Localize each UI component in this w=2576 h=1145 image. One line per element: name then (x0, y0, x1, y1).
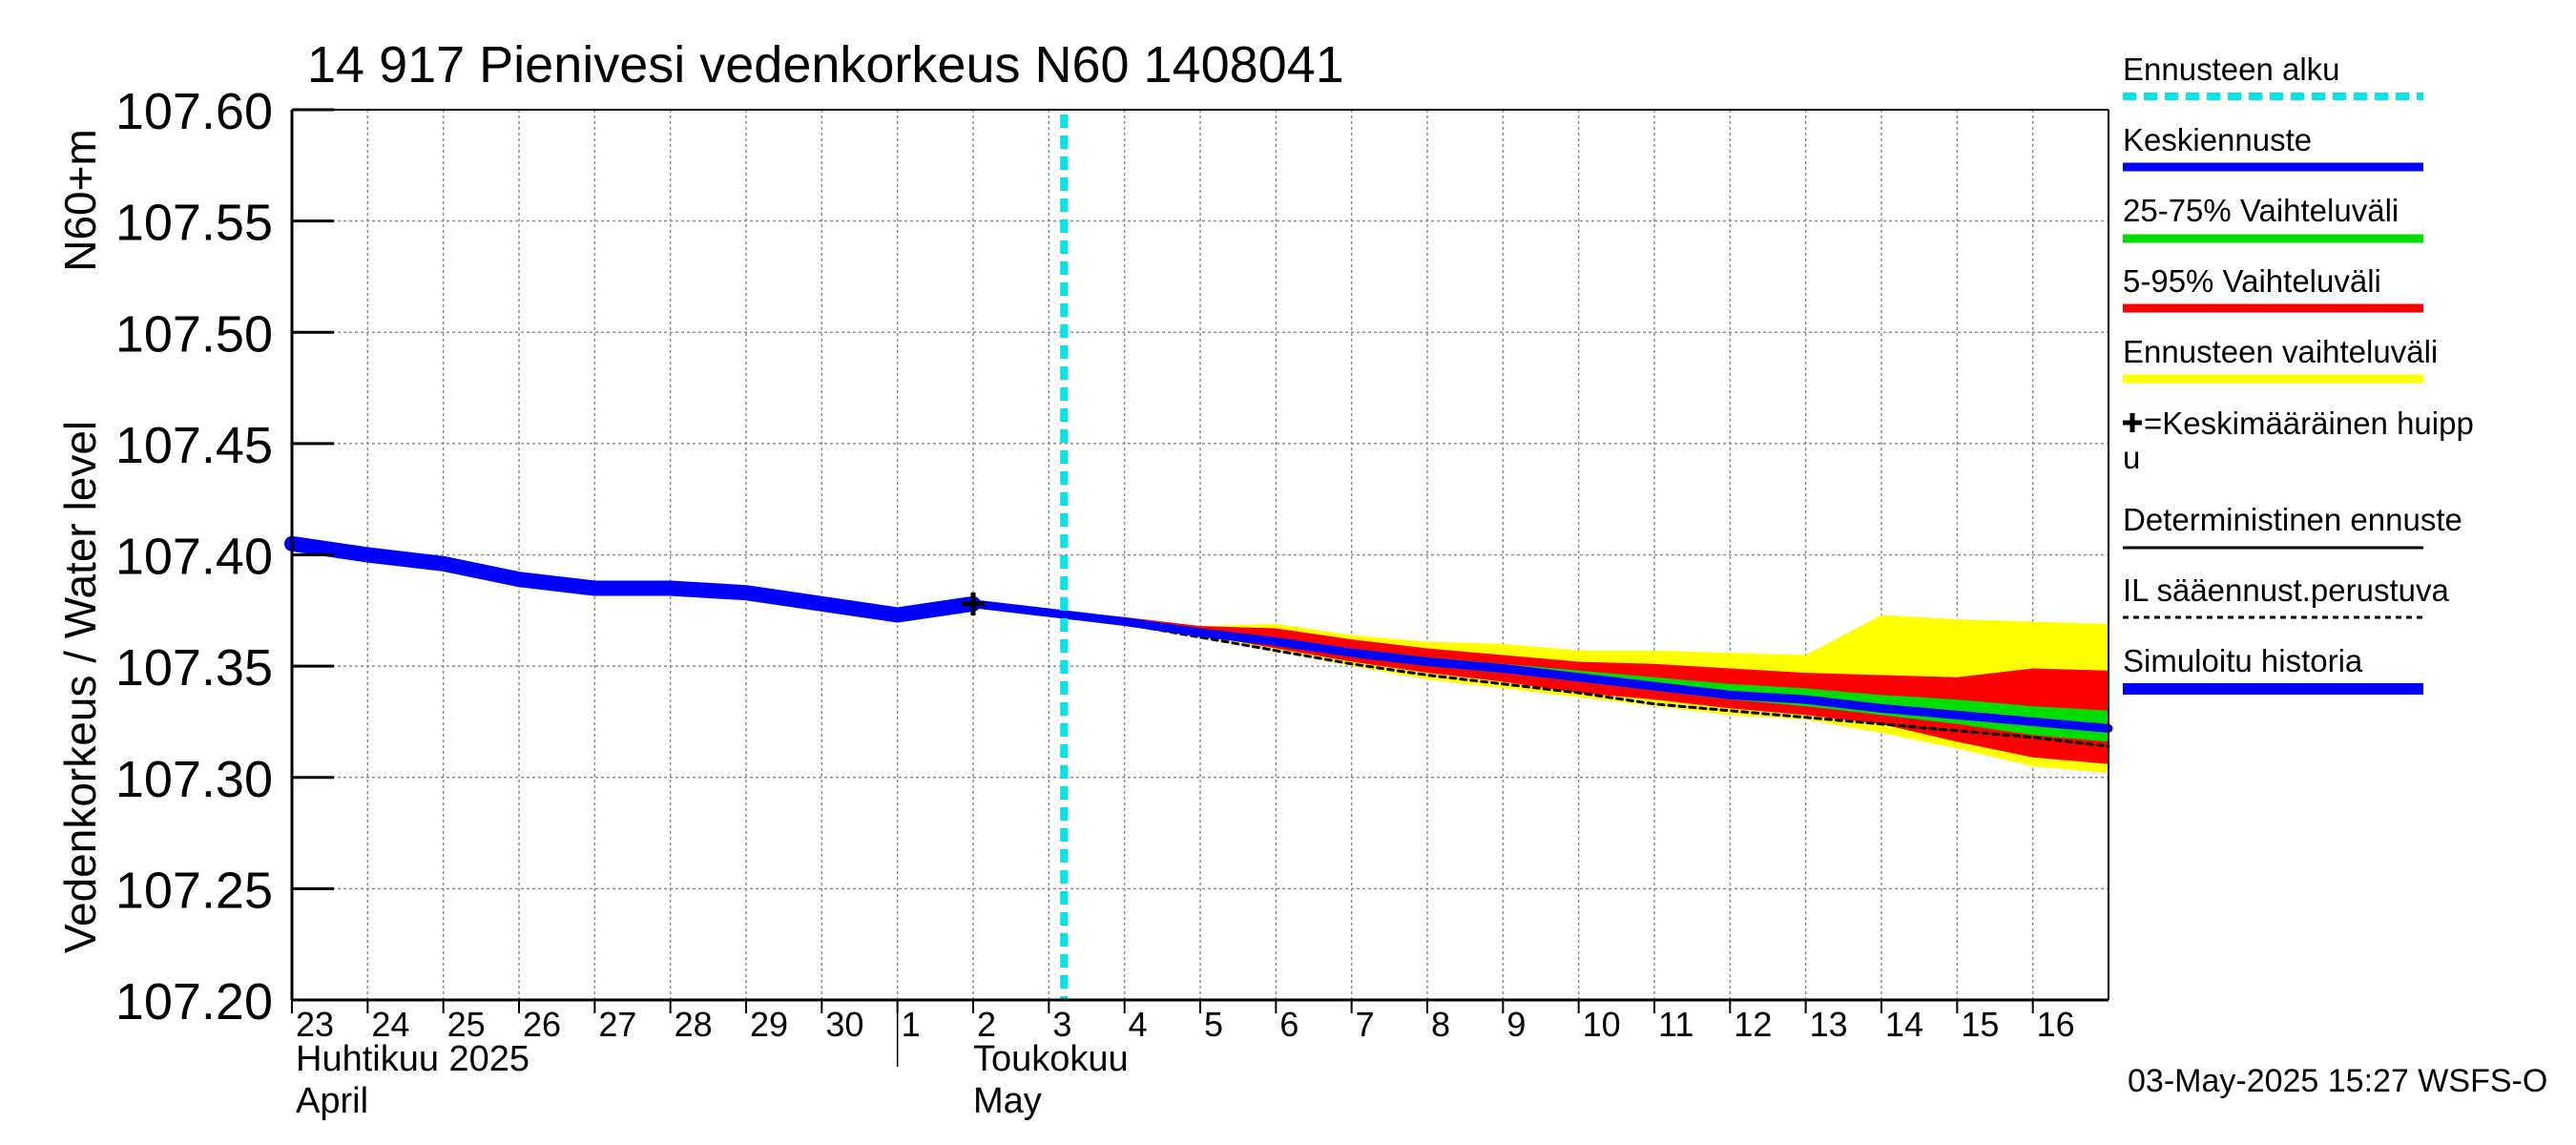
x-tick-label: 25 (447, 1005, 486, 1044)
legend-label-det: Deterministinen ennuste (2123, 502, 2462, 537)
x-tick-label: 11 (1658, 1005, 1693, 1044)
y-tick-label: 107.50 (115, 305, 273, 363)
forecast-lines (284, 114, 2113, 1000)
legend-label-start: Ennusteen alku (2123, 52, 2340, 87)
x-tick-label: 12 (1734, 1005, 1772, 1044)
y-tick-label: 107.45 (115, 417, 273, 474)
mean-forecast-line (968, 599, 2113, 733)
x-tick-label: 15 (1961, 1005, 1999, 1044)
x-tick-label: 28 (675, 1005, 713, 1044)
x-tick-label: 7 (1356, 1005, 1375, 1044)
y-tick-label: 107.30 (115, 751, 273, 808)
legend-label-b2575: 25-75% Vaihteluväli (2123, 193, 2399, 228)
y-axis-unit-label: N60+m (55, 129, 105, 272)
x-tick-label: 27 (598, 1005, 636, 1044)
x-tick-label: 2 (977, 1005, 996, 1044)
legend-label-hist: Simuloitu historia (2123, 643, 2363, 678)
y-tick-label: 107.35 (115, 639, 273, 697)
month-label-may-en: May (973, 1081, 1042, 1121)
x-tick-label: 10 (1583, 1005, 1621, 1044)
legend-label-peak: =Keskimääräinen huipp (2144, 406, 2474, 441)
y-tick-label: 107.40 (115, 529, 273, 586)
y-tick-label: 107.60 (115, 83, 273, 140)
x-tick-label: 16 (2037, 1005, 2075, 1044)
x-tick-label: 14 (1885, 1005, 1923, 1044)
peak-marker (962, 592, 985, 615)
x-tick-label: 9 (1506, 1005, 1526, 1044)
month-label-april-fi: Huhtikuu 2025 (296, 1039, 530, 1079)
x-tick-label: 6 (1279, 1005, 1298, 1044)
timestamp: 03-May-2025 15:27 WSFS-O (2128, 1063, 2547, 1099)
legend-label-b595: 5-95% Vaihteluväli (2123, 263, 2381, 299)
x-tick-label: 5 (1204, 1005, 1223, 1044)
band-5-95 (973, 603, 2109, 764)
month-label-april-en: April (296, 1081, 368, 1121)
x-tick-label: 4 (1129, 1005, 1148, 1044)
y-tick-label: 107.20 (115, 973, 273, 1030)
legend-label-bens: Ennusteen vaihteluväli (2123, 334, 2438, 369)
x-tick-label: 30 (825, 1005, 863, 1044)
x-tick-label: 13 (1810, 1005, 1848, 1044)
x-tick-label: 26 (523, 1005, 561, 1044)
x-tick-label: 23 (296, 1005, 334, 1044)
y-tick-label: 107.25 (115, 862, 273, 919)
x-tick-label: 8 (1431, 1005, 1450, 1044)
y-axis: 107.60 107.55 107.50 107.45 107.40 107.35 107.… (115, 83, 334, 1030)
y-axis-label: Vedenkorkeus / Water level (55, 421, 105, 953)
x-tick-label: 29 (750, 1005, 788, 1044)
chart-title: 14 917 Pienivesi vedenkorkeus N60 140804… (307, 36, 1344, 94)
simulated-history-line (284, 535, 981, 623)
legend: Ennusteen alku Keskiennuste 25-75% Vaihtel… (2123, 52, 2474, 695)
x-tick-label: 24 (371, 1005, 409, 1044)
x-tick-label: 3 (1052, 1005, 1071, 1044)
y-tick-label: 107.55 (115, 195, 273, 252)
x-tick-label: 1 (902, 1005, 921, 1044)
month-label-may-fi: Toukokuu (973, 1039, 1129, 1079)
legend-label-peak-cont: u (2123, 440, 2140, 475)
legend-label-il: IL sääennust.perustuva (2123, 572, 2449, 608)
x-axis: 23 24 25 26 27 28 29 30 1 2 3 4 5 6 7 8 9 10 11 12 13 14 15 16 (291, 1000, 2075, 1067)
legend-peak-symbol (2123, 413, 2142, 432)
legend-label-mean: Keskiennuste (2123, 122, 2312, 157)
